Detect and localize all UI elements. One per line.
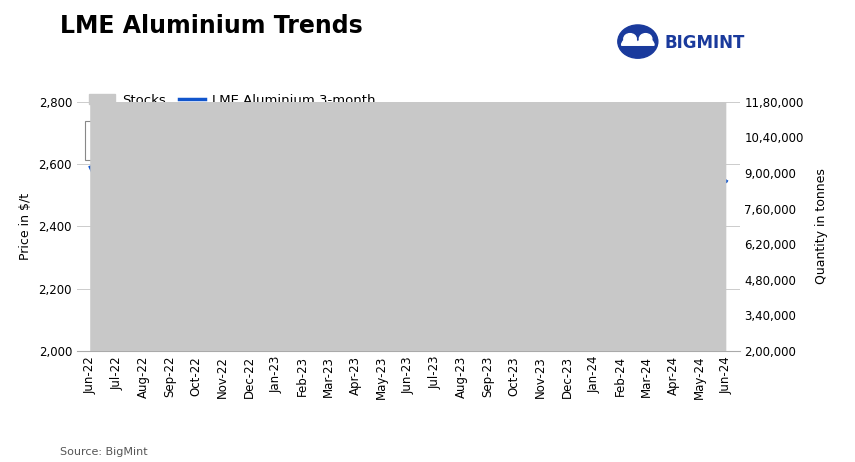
Legend: Stocks, LME Aluminium 3-month: Stocks, LME Aluminium 3-month [84, 88, 380, 112]
Circle shape [618, 25, 657, 58]
Circle shape [640, 34, 652, 44]
Text: Source: BigMint: Source: BigMint [60, 447, 147, 457]
Wedge shape [622, 38, 639, 45]
Y-axis label: Price in $/t: Price in $/t [19, 193, 32, 260]
Text: BIGMINT: BIGMINT [664, 34, 745, 51]
Wedge shape [637, 38, 654, 45]
Circle shape [624, 34, 636, 44]
Text: LME Aluminium Trends: LME Aluminium Trends [60, 14, 363, 38]
Y-axis label: Quantity in tonnes: Quantity in tonnes [815, 169, 828, 284]
Text: Aluminium prices surged to a 1.3 year peak,
breaching the $2,600/t mark: Aluminium prices surged to a 1.3 year pe… [91, 127, 669, 162]
